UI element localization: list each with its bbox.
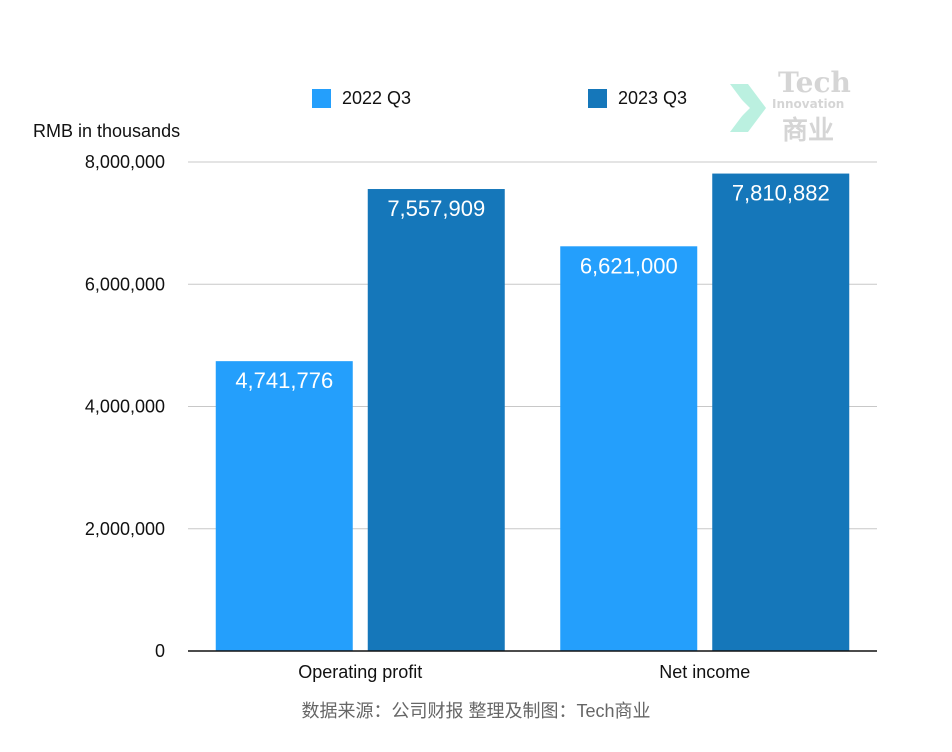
x-tick-label: Net income <box>659 662 750 682</box>
legend-item-2022-q3: 2022 Q3 <box>312 87 411 109</box>
legend-swatch-2022-q3 <box>312 88 331 108</box>
y-axis-unit-label: RMB in thousands <box>33 121 181 141</box>
bar <box>367 189 505 651</box>
bar <box>712 173 850 651</box>
watermark-line3: 商业 <box>782 116 835 146</box>
bar-value-label: 6,621,000 <box>580 253 678 278</box>
y-tick-label: 8,000,000 <box>85 152 165 172</box>
bar <box>560 246 698 651</box>
arrow-logo-icon <box>730 84 766 132</box>
bar-value-label: 7,810,882 <box>732 181 830 206</box>
x-tick-label: Operating profit <box>298 662 422 682</box>
y-tick-label: 4,000,000 <box>85 397 165 417</box>
source-caption: 数据来源：公司财报 整理及制图：Tech商业 <box>301 701 651 721</box>
bar-value-label: 7,557,909 <box>387 196 485 221</box>
legend-label-2022-q3: 2022 Q3 <box>342 87 412 108</box>
y-tick-label: 0 <box>155 641 165 661</box>
y-tick-label: 2,000,000 <box>85 519 165 539</box>
legend-swatch-2023-q3 <box>588 88 607 108</box>
watermark-line1: Tech <box>778 66 851 99</box>
y-tick-label: 6,000,000 <box>85 274 165 294</box>
watermark-line2: Innovation <box>772 97 845 111</box>
bar <box>215 361 353 651</box>
legend-item-2023-q3: 2023 Q3 <box>588 87 687 109</box>
legend-label-2023-q3: 2023 Q3 <box>618 87 688 108</box>
watermark-logo: Tech Innovation 商业 <box>726 66 866 146</box>
bar-value-label: 4,741,776 <box>235 368 333 393</box>
